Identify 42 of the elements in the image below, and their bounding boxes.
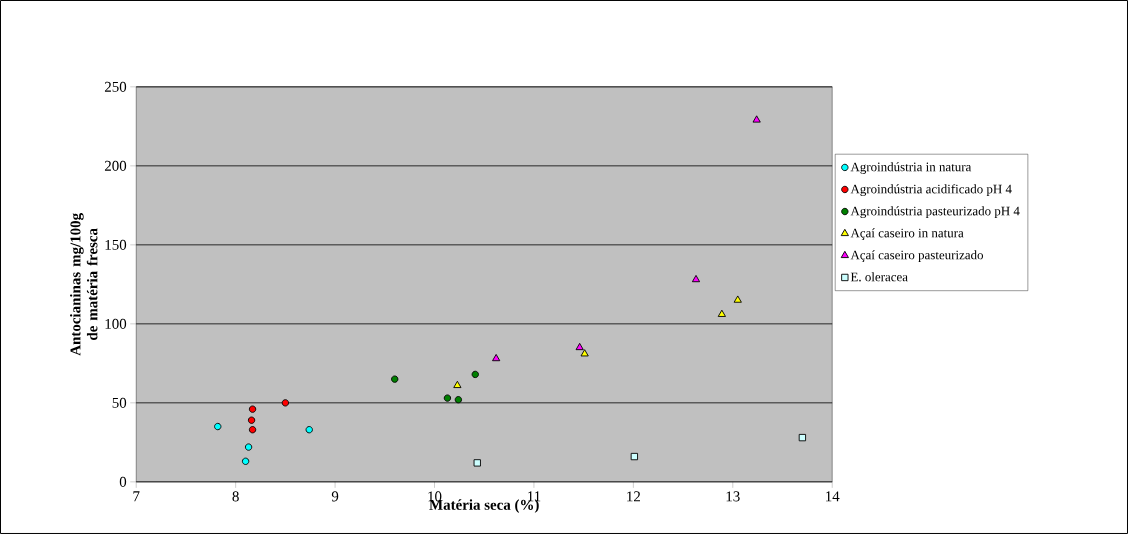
y-tick-label: 150 [105,239,127,250]
point [214,422,222,431]
point [454,396,463,404]
point [733,295,742,303]
y-axis-title: Antocianinas mg/100g de matéria fresca [70,213,98,356]
point [471,370,479,379]
legend-label: Agroindústria pasteurizado pH 4 [850,206,1020,219]
legend-label: Agroindústria acidificado pH 4 [850,184,1012,197]
point [391,375,399,383]
point [492,353,501,362]
point [580,349,589,357]
y-tick-label: 100 [105,318,127,329]
y-tick-label: 50 [112,397,127,408]
point [717,309,726,317]
point [575,342,584,351]
point [305,426,313,434]
point [453,380,462,389]
legend-label: E. oleracea [850,272,908,282]
y-tick-label: 250 [104,81,127,92]
point [281,399,290,407]
x-tick-label: 7 [133,491,140,502]
point [798,433,807,442]
point [752,115,761,123]
y-tick-label: 0 [119,476,127,487]
point [691,274,701,283]
point [248,405,257,413]
legend-label: Açaí caseiro pasteurizado [850,250,984,262]
point [248,426,257,434]
point [247,416,256,424]
legend-label: Açaí caseiro in natura [850,228,964,241]
legend-label: Agroindústria in natura [850,162,972,174]
x-tick-label: 12 [627,491,640,502]
x-tick-label: 8 [232,491,239,502]
point [244,443,253,451]
y-tick-label: 200 [104,160,127,171]
point [443,394,452,402]
x-tick-label: 13 [726,491,740,502]
point [241,457,250,465]
x-tick-label: 14 [826,491,840,502]
x-tick-label: 9 [331,491,339,502]
point [473,459,481,467]
point [630,452,639,461]
